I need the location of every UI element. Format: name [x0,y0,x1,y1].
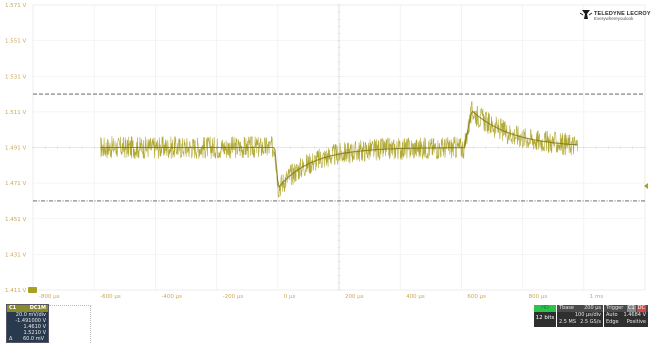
x-axis-label: 1 ms [590,294,604,300]
c1-delta-row: Δ 60.0 mV [7,336,48,342]
trigger-row-2: Edge Positive [604,319,648,326]
trigger-source: Edge [606,319,619,325]
c1-coupling: DC1M [29,305,46,311]
c1-delta-label: Δ [9,336,13,342]
descriptor-dotted-line-v [90,305,91,343]
cursor-lines[interactable] [33,93,645,202]
teledyne-lecroy-logo: TELEDYNE LECROY Everywhereyoulook [579,10,651,21]
resolution-label: HD [534,305,556,312]
resolution-value: 12 bits [535,315,555,321]
timebase-title: Tbase [559,305,574,311]
x-axis-labels: -800 µs -600 µs -400 µs -200 µs 0 µs 200 µs 40… [39,294,603,300]
timebase-row-2: 2.5 MS 2.5 GS/s [557,319,603,326]
trigger-panel[interactable]: Trigger C1 DC Auto 1.4684 V Edge Positive [604,305,648,327]
trigger-row-1: Auto 1.4684 V [604,312,648,319]
c1-delta: 60.0 mV [22,336,44,342]
y-axis-label: 1.471 V [5,181,26,187]
c1-name: C1 [9,305,17,311]
logo-tagline: Everywhereyoulook [594,16,634,21]
timebase-delay: 200 µs [584,305,601,311]
logo-name: TELEDYNE LECROY [594,11,651,17]
trigger-slope: Positive [626,319,646,325]
c1-scale: 20.0 mV/div [15,312,46,318]
x-axis-label: -600 µs [100,294,121,300]
x-axis-label: -400 µs [161,294,182,300]
timebase-scale: 100 µs/div [574,312,601,318]
x-axis-label: 200 µs [345,294,364,300]
trigger-channel: C1 [626,305,636,312]
x-axis-label: 800 µs [529,294,548,300]
c1-cursor2: 1.5210 V [23,330,46,336]
logo-mark-icon-2 [579,12,593,16]
x-axis-label: -200 µs [223,294,244,300]
x-axis-label: -800 µs [39,294,60,300]
timebase-rate: 2.5 GS/s [580,319,601,325]
c1-descriptor-header: C1 DC1M [7,305,48,312]
y-axis-label: 1.431 V [5,252,26,258]
c1-trace-core [100,110,578,189]
trigger-type: Auto [606,312,618,318]
logo-mark-icon [582,10,590,19]
trigger-header: Trigger C1 DC [604,305,648,312]
y-axis-label: 1.411 V [5,288,26,294]
descriptor-dotted-line [49,305,91,306]
c1-descriptor-box[interactable]: C1 DC1M 20.0 mV/div -1.491000 V 1.4610 V… [6,304,49,343]
timebase-points: 2.5 MS [559,319,577,325]
y-axis-labels: 1.571 V 1.551 V 1.531 V 1.511 V 1.491 V 1.471… [5,3,26,294]
resolution-panel[interactable]: HD 12 bits [534,305,556,327]
c1-cursor1: 1.4610 V [23,324,46,330]
x-axis-label: 0 µs [284,294,296,300]
trigger-level-marker[interactable] [644,183,648,189]
c1-offset: -1.491000 V [15,318,46,324]
y-axis-label: 1.531 V [5,74,26,80]
x-axis-label: 400 µs [406,294,425,300]
y-axis-label: 1.511 V [5,110,26,116]
timebase-panel[interactable]: Tbase 200 µs 100 µs/div 2.5 MS 2.5 GS/s [557,305,603,327]
trigger-title: Trigger [606,305,624,311]
y-axis-label: 1.491 V [5,146,26,152]
x-axis-label: 600 µs [467,294,486,300]
y-axis-label: 1.451 V [5,217,26,223]
trigger-mode: DC [636,305,646,312]
timebase-header: Tbase 200 µs [557,305,603,312]
c1-ground-marker[interactable] [28,287,37,293]
timebase-row-1: 100 µs/div [557,312,603,319]
y-axis-label: 1.551 V [5,39,26,45]
y-axis-label: 1.571 V [5,3,26,9]
trigger-level: 1.4684 V [623,312,646,318]
